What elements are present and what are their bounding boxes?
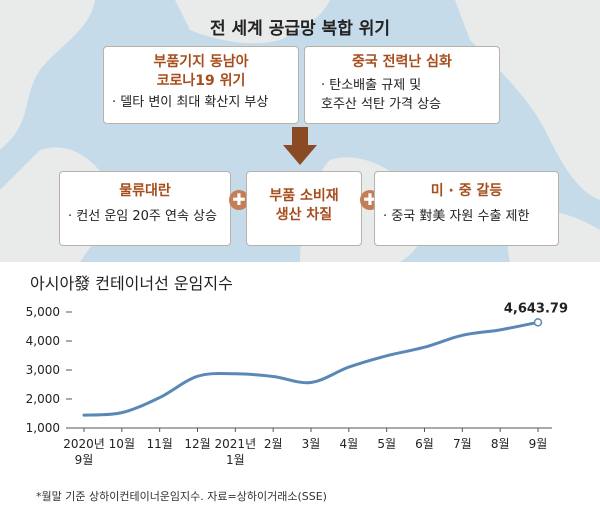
cause-box-covid: 부품기지 동남아 코로나19 위기 · 델타 변이 최대 확산지 부상 — [103, 46, 299, 124]
y-tick-label: 5,000 — [26, 305, 60, 319]
y-tick-label: 4,000 — [26, 334, 60, 348]
x-tick-label: 6월 — [415, 437, 434, 451]
y-tick-label: 2,000 — [26, 392, 60, 406]
end-point-marker — [533, 318, 543, 327]
x-tick-label: 2020년 9월 — [63, 437, 105, 467]
effect-detail-us-china: · 중국 對美 자원 수출 제한 — [383, 209, 530, 224]
chart-title: 아시아發 컨테이너선 운임지수 — [30, 274, 233, 293]
footnote: *월말 기준 상하이컨테이너운임지수. 자료=상하이거래소(SSE) — [36, 490, 327, 503]
x-tick-label: 7월 — [453, 437, 472, 451]
plus-icon: ✚ — [229, 190, 249, 210]
x-tick-label: 3월 — [302, 437, 321, 451]
x-tick-label: 4월 — [339, 437, 358, 451]
x-tick-label: 2월 — [264, 437, 283, 451]
cause-box-power: 중국 전력난 심화 · 탄소배출 규제 및 호주산 석탄 가격 상승 — [304, 46, 500, 124]
x-tick-label: 8월 — [491, 437, 510, 451]
effect-title-us-china: 미 · 중 갈등 — [430, 183, 503, 199]
effect-detail-logistics: · 컨선 운임 20주 연속 상승 — [68, 209, 217, 224]
cause-title-covid: 부품기지 동남아 코로나19 위기 — [153, 54, 249, 89]
end-value-label: 4,643.79 — [504, 301, 568, 316]
effect-title-production: 부품 소비재 생산 차질 — [269, 188, 339, 223]
effect-box-production: 부품 소비재 생산 차질 — [246, 171, 362, 246]
y-tick-label: 3,000 — [26, 363, 60, 377]
cause-title-power: 중국 전력난 심화 — [352, 54, 452, 70]
x-tick-label: 5월 — [377, 437, 396, 451]
cause-detail-power: · 탄소배출 규제 및 호주산 석탄 가격 상승 — [321, 78, 442, 112]
x-tick-label: 9월 — [529, 437, 548, 451]
effect-box-us-china: 미 · 중 갈등 · 중국 對美 자원 수출 제한 — [374, 171, 559, 246]
effect-box-logistics: 물류대란 · 컨선 운임 20주 연속 상승 — [59, 171, 231, 246]
y-tick-label: 1,000 — [26, 421, 60, 435]
x-tick-label: 2021년 1월 — [215, 437, 257, 467]
x-tick-label: 10월 — [109, 437, 135, 451]
freight-index-chart: 1,000 2,000 3,000 4,000 5,000 2020년 9월 10월 11월 12… — [26, 301, 568, 467]
cause-detail-covid: · 델타 변이 최대 확산지 부상 — [112, 95, 269, 110]
x-tick-label: 11월 — [147, 437, 173, 451]
x-tick-label: 12월 — [184, 437, 210, 451]
effect-title-logistics: 물류대란 — [119, 183, 171, 199]
down-arrow-icon — [283, 127, 317, 165]
series-line — [82, 320, 540, 417]
page-title: 전 세계 공급망 복합 위기 — [209, 19, 391, 39]
